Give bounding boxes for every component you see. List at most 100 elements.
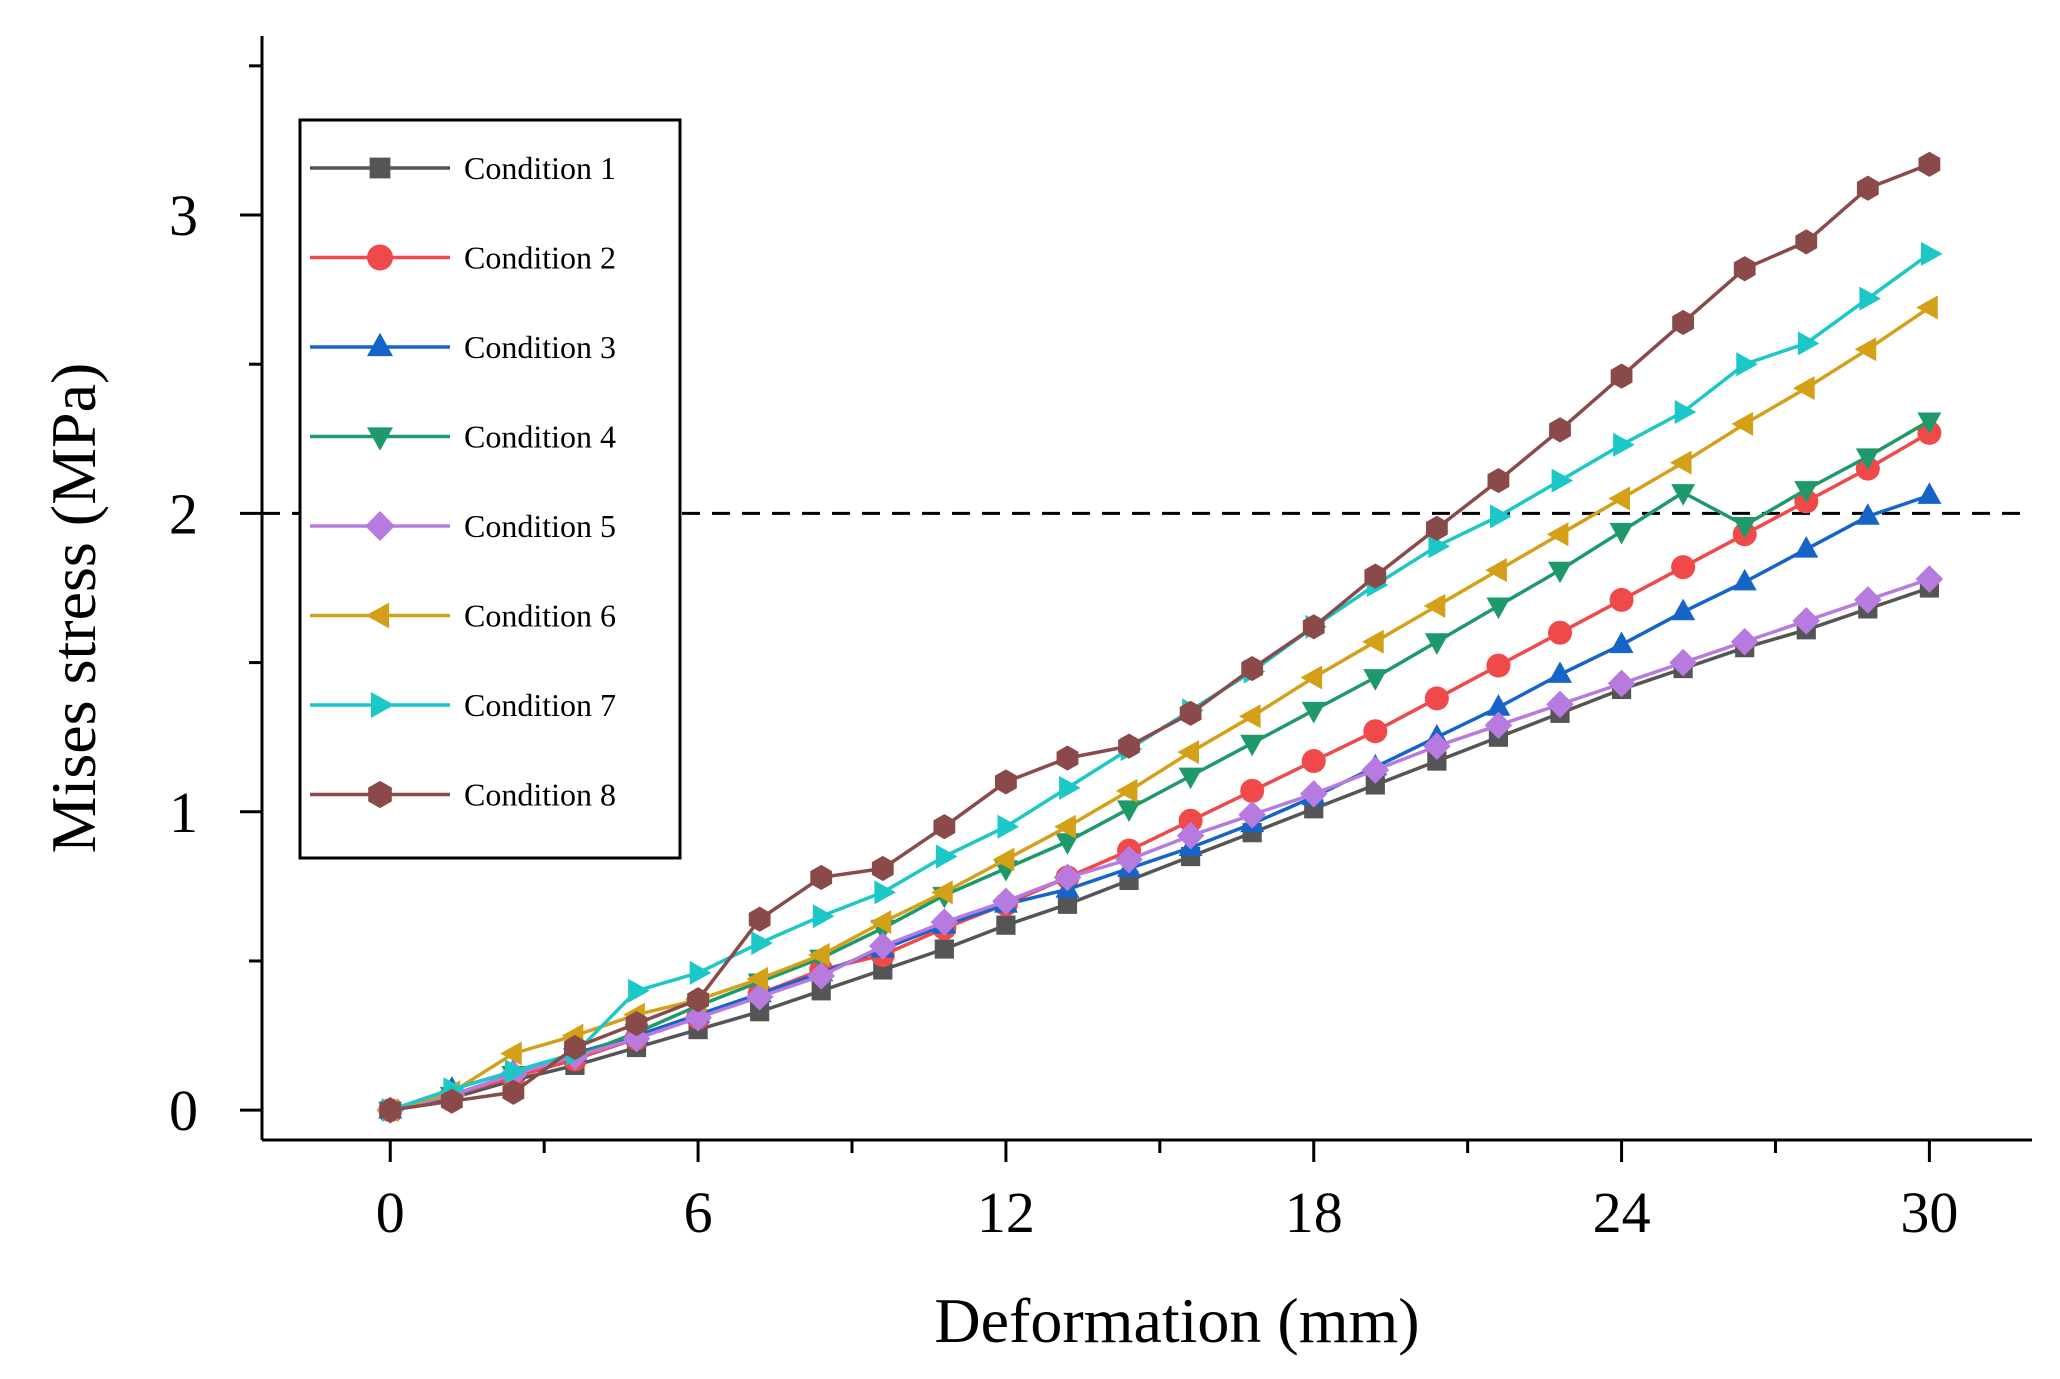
data-point bbox=[1362, 629, 1384, 654]
y-tick-label: 3 bbox=[169, 183, 198, 248]
legend-label: Condition 7 bbox=[464, 687, 616, 723]
data-point bbox=[1669, 450, 1692, 475]
data-point bbox=[1240, 734, 1265, 757]
legend-marker bbox=[369, 157, 391, 179]
data-point bbox=[934, 939, 954, 959]
data-point bbox=[1053, 863, 1082, 892]
data-point bbox=[1731, 411, 1754, 436]
series-6 bbox=[377, 295, 1938, 1123]
data-point bbox=[808, 943, 830, 968]
data-point bbox=[810, 864, 833, 891]
data-point bbox=[1610, 363, 1633, 389]
data-point bbox=[1241, 655, 1264, 682]
data-point bbox=[1736, 352, 1758, 377]
data-point bbox=[1613, 432, 1635, 457]
data-point bbox=[1364, 563, 1387, 589]
x-tick-label: 6 bbox=[684, 1180, 713, 1245]
x-tick-label: 24 bbox=[1593, 1180, 1651, 1245]
legend-label: Condition 5 bbox=[464, 508, 616, 544]
x-axis-title: Deformation (mm) bbox=[934, 1285, 1419, 1356]
legend-marker bbox=[367, 427, 393, 451]
data-point bbox=[1487, 467, 1510, 494]
legend-box bbox=[298, 118, 682, 860]
data-point bbox=[500, 1041, 522, 1066]
data-point bbox=[807, 962, 836, 990]
data-point bbox=[1856, 175, 1879, 201]
series-line bbox=[389, 306, 1931, 1112]
data-point bbox=[1917, 412, 1942, 435]
data-point bbox=[1178, 808, 1203, 833]
data-point bbox=[1115, 778, 1138, 803]
data-point bbox=[1238, 704, 1261, 729]
y-tick-label: 1 bbox=[169, 780, 198, 845]
data-point bbox=[1730, 627, 1759, 656]
y-tick-label: 2 bbox=[169, 481, 198, 546]
data-point bbox=[1793, 376, 1815, 401]
data-point bbox=[996, 915, 1016, 935]
data-point bbox=[1115, 845, 1143, 874]
data-point bbox=[1794, 481, 1819, 503]
data-point bbox=[868, 932, 897, 960]
data-point bbox=[1057, 894, 1078, 914]
series-8 bbox=[379, 151, 1941, 1123]
data-point bbox=[1732, 516, 1757, 539]
legend-label: Condition 6 bbox=[464, 598, 616, 634]
data-point bbox=[1669, 648, 1697, 677]
data-point bbox=[1424, 686, 1449, 711]
data-point bbox=[1118, 733, 1140, 759]
legend: Condition 1 Condition 2 Condition 3 Conditi… bbox=[298, 118, 682, 860]
data-point bbox=[1797, 331, 1820, 356]
data-point bbox=[1178, 767, 1203, 790]
data-point bbox=[1177, 740, 1200, 765]
series-layer bbox=[376, 151, 1944, 1124]
data-point bbox=[1855, 448, 1880, 470]
data-point bbox=[992, 887, 1020, 916]
data-point bbox=[1490, 504, 1512, 529]
data-point bbox=[1548, 620, 1572, 645]
data-point bbox=[687, 987, 709, 1013]
data-point bbox=[1179, 700, 1202, 726]
data-point bbox=[504, 1059, 527, 1084]
data-point bbox=[1916, 295, 1938, 320]
legend-label: Condition 2 bbox=[464, 240, 616, 276]
data-point bbox=[1300, 665, 1323, 690]
data-point bbox=[1059, 775, 1081, 800]
data-point bbox=[1859, 286, 1882, 311]
legend-label: Condition 4 bbox=[464, 419, 616, 455]
x-tick-label: 18 bbox=[1285, 1180, 1343, 1245]
data-point bbox=[1608, 486, 1630, 511]
legend-marker bbox=[367, 244, 393, 271]
data-point bbox=[1299, 780, 1328, 808]
data-point bbox=[1361, 756, 1390, 784]
data-point bbox=[1546, 522, 1569, 547]
data-point bbox=[874, 880, 896, 905]
legend-label: Condition 8 bbox=[464, 777, 616, 813]
data-point bbox=[1609, 522, 1634, 545]
data-point bbox=[1484, 711, 1513, 740]
data-point bbox=[997, 814, 1020, 839]
x-tick-label: 0 bbox=[376, 1180, 405, 1245]
data-point bbox=[871, 855, 894, 882]
data-point bbox=[811, 981, 831, 1001]
data-point bbox=[1301, 749, 1326, 774]
y-tick-label: 0 bbox=[169, 1078, 198, 1143]
data-point bbox=[1672, 309, 1695, 336]
data-point bbox=[1915, 565, 1944, 593]
data-point bbox=[1671, 555, 1696, 580]
data-point bbox=[746, 966, 769, 991]
legend-marker bbox=[370, 692, 395, 718]
data-point bbox=[1423, 732, 1451, 760]
data-point bbox=[1054, 814, 1076, 839]
data-point bbox=[931, 880, 953, 905]
data-point bbox=[1795, 229, 1818, 255]
data-point bbox=[1056, 745, 1079, 771]
data-point bbox=[1551, 468, 1574, 493]
data-point bbox=[622, 1024, 651, 1053]
data-point bbox=[1549, 417, 1571, 443]
data-point bbox=[1301, 701, 1326, 724]
data-point bbox=[564, 1034, 586, 1061]
data-point bbox=[992, 847, 1015, 872]
data-point bbox=[1302, 614, 1325, 640]
data-point bbox=[751, 931, 773, 956]
data-point bbox=[1486, 653, 1511, 678]
